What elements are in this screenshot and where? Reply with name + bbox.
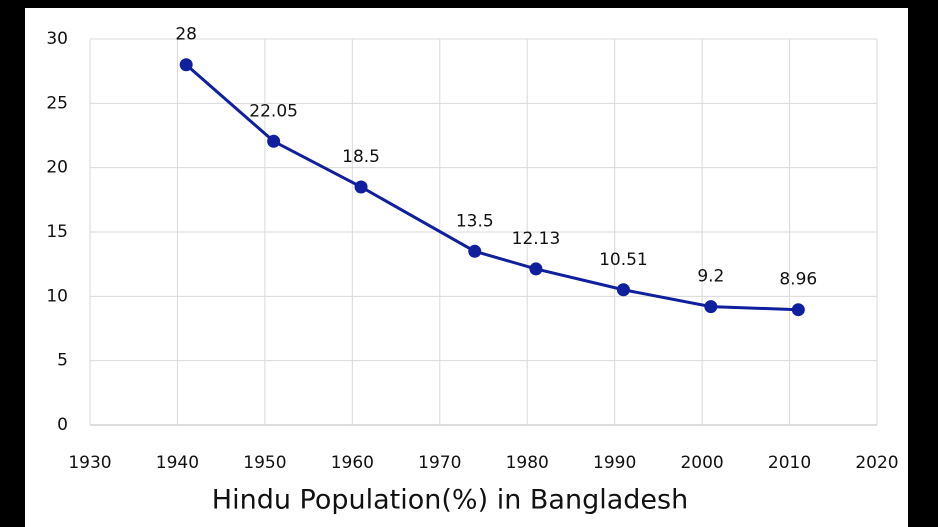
x-tick-label: 1950	[243, 453, 286, 473]
x-tick-label: 1990	[593, 453, 636, 473]
x-tick-label: 1970	[418, 453, 461, 473]
data-point	[791, 303, 805, 317]
data-point	[704, 300, 718, 314]
data-label: 18.5	[342, 147, 380, 167]
data-point	[179, 58, 193, 72]
data-label: 9.2	[697, 267, 724, 287]
y-tick-label: 25	[46, 93, 68, 113]
data-point	[468, 244, 482, 258]
x-tick-label: 1960	[331, 453, 374, 473]
x-tick-label: 2000	[680, 453, 723, 473]
data-point	[267, 134, 281, 148]
data-label: 13.5	[456, 211, 494, 231]
data-point	[529, 262, 543, 276]
x-tick-label: 2010	[768, 453, 811, 473]
x-tick-label: 1980	[506, 453, 549, 473]
data-line	[185, 63, 799, 312]
x-tick-label: 1930	[68, 453, 111, 473]
data-label: 22.05	[249, 101, 298, 121]
data-point	[616, 283, 630, 297]
x-tick-label: 1940	[156, 453, 199, 473]
y-tick-label: 5	[57, 351, 68, 371]
y-tick-label: 0	[57, 415, 68, 435]
data-point	[354, 180, 368, 194]
x-tick-label: 2020	[855, 453, 898, 473]
y-tick-label: 30	[46, 29, 68, 49]
data-label: 10.51	[599, 250, 648, 270]
data-label: 28	[175, 25, 197, 45]
chart-background	[25, 8, 908, 527]
data-label: 8.96	[779, 270, 817, 290]
y-tick-label: 20	[46, 158, 68, 178]
y-tick-label: 15	[46, 222, 68, 242]
y-tick-label: 10	[46, 286, 68, 306]
data-label: 12.13	[512, 229, 561, 249]
chart-title: Hindu Population(%) in Bangladesh	[212, 485, 688, 516]
